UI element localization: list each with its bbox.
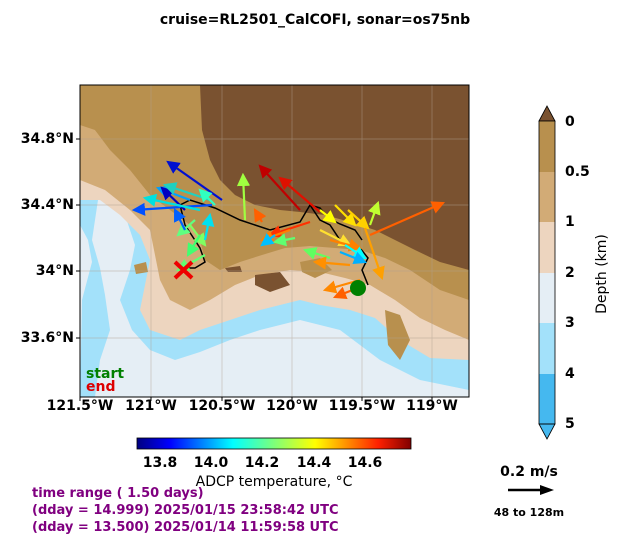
land-mass bbox=[200, 85, 469, 270]
time-end-text: (dday = 14.999) 2025/01/15 23:58:42 UTC bbox=[32, 503, 339, 518]
temperature-colorbar-label: ADCP temperature, °C bbox=[195, 474, 353, 490]
temperature-colorbar bbox=[136, 437, 412, 450]
time-start-text: (dday = 13.500) 2025/01/14 11:59:58 UTC bbox=[32, 520, 339, 535]
temperature-tick: 14.2 bbox=[244, 455, 280, 471]
x-tick-label: 120.5°W bbox=[188, 398, 256, 414]
figure-title: cruise=RL2501_CalCOFI, sonar=os75nb bbox=[159, 12, 471, 28]
temperature-tick: 14.4 bbox=[296, 455, 332, 471]
legend-end: end bbox=[86, 379, 116, 395]
x-tick-label: 119°W bbox=[406, 398, 458, 414]
temperature-tick: 14.0 bbox=[193, 455, 229, 471]
x-tick-label: 121.5°W bbox=[46, 398, 114, 414]
depth-tick: 2 bbox=[565, 265, 575, 281]
y-tick-label: 33.6°N bbox=[20, 330, 74, 346]
temperature-tick: 13.8 bbox=[142, 455, 178, 471]
depth-colorbar bbox=[538, 105, 556, 440]
start-marker bbox=[350, 280, 366, 296]
end-marker bbox=[173, 260, 194, 280]
scale-arrow bbox=[508, 485, 554, 495]
scale-depth-label: 48 to 128m bbox=[493, 506, 565, 519]
x-tick-label: 119.5°W bbox=[328, 398, 396, 414]
depth-tick: 1 bbox=[565, 214, 575, 230]
y-tick-label: 34.4°N bbox=[20, 197, 74, 213]
x-tick-label: 121°W bbox=[125, 398, 177, 414]
temperature-tick: 14.6 bbox=[347, 455, 383, 471]
depth-tick: 0 bbox=[565, 114, 575, 130]
time-range-text: time range ( 1.50 days) bbox=[32, 486, 204, 501]
map-frame bbox=[79, 84, 470, 398]
bathymetry-map bbox=[80, 85, 469, 397]
x-tick-label: 120°W bbox=[266, 398, 318, 414]
y-tick-label: 34.8°N bbox=[20, 131, 74, 147]
scale-speed-label: 0.2 m/s bbox=[500, 464, 558, 480]
y-tick-label: 34°N bbox=[35, 263, 74, 279]
depth-tick: 0.5 bbox=[565, 164, 590, 180]
depth-tick: 5 bbox=[565, 416, 575, 432]
depth-tick: 3 bbox=[565, 315, 575, 331]
depth-tick: 4 bbox=[565, 366, 575, 382]
legend-start: start bbox=[86, 366, 125, 382]
depth-colorbar-label: Depth (km) bbox=[594, 234, 610, 314]
